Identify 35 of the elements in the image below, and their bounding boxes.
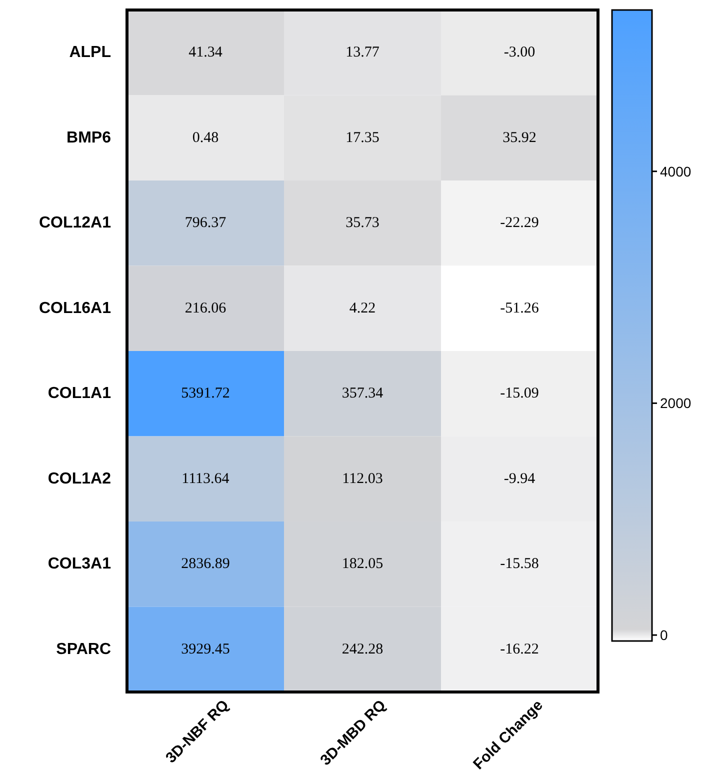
y-tick-label: BMP6 <box>66 129 112 146</box>
data-label: 13.77 <box>346 44 380 61</box>
data-label: 2836.89 <box>181 556 230 572</box>
data-label: -15.09 <box>500 386 539 402</box>
data-label: 5391.72 <box>181 386 230 402</box>
y-tick-label: COL16A1 <box>38 300 112 317</box>
color-bar-label: 4000 <box>660 163 692 180</box>
data-label: 3929.45 <box>181 641 230 658</box>
data-label: 182.05 <box>342 556 384 572</box>
y-tick-label: SPARC <box>56 640 112 658</box>
data-label: 35.92 <box>502 130 536 146</box>
data-label: 0.48 <box>192 130 219 146</box>
y-tick-label: COL1A2 <box>48 470 112 488</box>
y-tick-label: ALPL <box>69 44 112 62</box>
data-label: -16.22 <box>500 641 539 658</box>
data-label: 216.06 <box>184 300 227 316</box>
data-label: 112.03 <box>342 470 383 487</box>
data-label: 357.34 <box>342 386 384 402</box>
color-bar-label: 0 <box>660 627 668 644</box>
color-bar-label: 2000 <box>660 395 692 412</box>
data-label: 17.35 <box>346 130 380 146</box>
data-label: -22.29 <box>500 215 539 232</box>
y-tick-label: COL12A1 <box>38 214 112 232</box>
data-label: 1113.64 <box>182 470 230 487</box>
data-label: 4.22 <box>349 300 376 316</box>
data-label: 41.34 <box>188 44 223 61</box>
data-label: -3.00 <box>504 44 536 61</box>
data-label: -9.94 <box>504 470 536 487</box>
data-label: -15.58 <box>500 556 539 572</box>
data-label: -51.26 <box>500 300 540 316</box>
y-tick-label: COL3A1 <box>48 556 112 573</box>
data-label: 35.73 <box>346 215 380 232</box>
data-label: 796.37 <box>184 215 227 232</box>
data-label: 242.28 <box>342 641 384 658</box>
y-tick-label: COL1A1 <box>48 385 112 402</box>
